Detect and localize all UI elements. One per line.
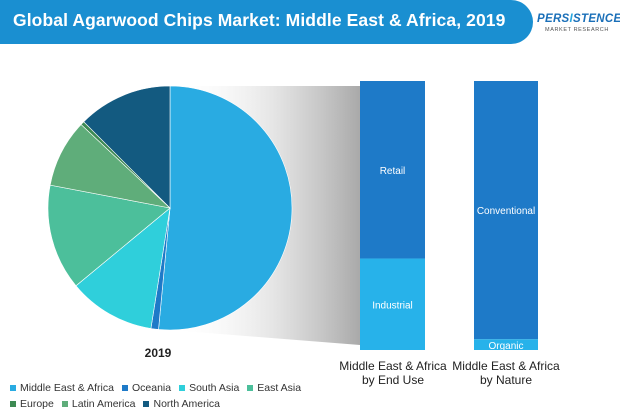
legend-swatch <box>143 401 150 407</box>
legend-item-north-america: North America <box>143 398 220 410</box>
legend-label: Latin America <box>71 398 136 410</box>
bar-label-industrial: Industrial <box>372 300 413 311</box>
chart-title: Global Agarwood Chips Market: Middle Eas… <box>13 10 506 30</box>
legend-swatch <box>179 385 186 391</box>
bar-label-conventional: Conventional <box>477 206 535 217</box>
logo-wordmark-b: I <box>569 13 574 25</box>
legend-label: East Asia <box>257 382 302 394</box>
legend-item-europe: Europe <box>10 398 54 410</box>
logo-wordmark-a: PERS <box>537 13 570 25</box>
pie-xlabel: 2019 <box>145 346 172 360</box>
legend-row-2: Europe Latin America North America <box>10 396 330 412</box>
legend-item-middle-east-and-africa: Middle East & Africa <box>10 382 114 394</box>
persistence-logo: PERSISTENCE MARKET RESEARCH <box>537 13 620 39</box>
legend-item-oceania: Oceania <box>121 382 172 394</box>
legend-item-latin-america: Latin America <box>61 398 136 410</box>
legend-swatch <box>61 401 68 407</box>
legend-label: Oceania <box>131 382 172 394</box>
logo-wordmark: PERSISTENCE <box>537 13 620 25</box>
logo-wordmark-c: STENCE <box>573 13 620 25</box>
chart-legend: Middle East & Africa Oceania South Asia Eas… <box>10 380 330 412</box>
bar-xlabel-2-line-1: Middle East & Africa <box>452 359 560 373</box>
pie-slice-middle-east-and-africa <box>158 85 293 331</box>
bar-label-retail: Retail <box>380 166 406 177</box>
legend-swatch <box>10 385 16 391</box>
bar-segment-organic <box>474 339 538 350</box>
bar-xlabel-1-line-1: Middle East & Africa <box>339 359 447 373</box>
legend-label: Europe <box>20 398 54 410</box>
bar-segment-conventional <box>474 81 538 340</box>
logo-subtitle: MARKET RESEARCH <box>545 27 609 33</box>
pie-slice-south-asia <box>75 207 171 329</box>
legend-label: Middle East & Africa <box>20 382 114 394</box>
header-banner: Global Agarwood Chips Market: Middle Eas… <box>0 0 533 44</box>
legend-label: North America <box>153 398 221 410</box>
pie-slice-east-asia <box>47 184 171 287</box>
legend-item-east-asia: East Asia <box>247 382 301 394</box>
bar-label-organic: Organic <box>488 341 523 352</box>
pie-slice-north-america <box>83 85 171 209</box>
legend-swatch <box>247 385 254 391</box>
legend-item-south-asia: South Asia <box>179 382 239 394</box>
pie-chart <box>47 85 293 331</box>
legend-swatch <box>10 401 16 407</box>
legend-label: South Asia <box>189 382 240 394</box>
legend-swatch <box>121 385 128 391</box>
legend-row-1: Middle East & Africa Oceania South Asia Eas… <box>10 380 330 396</box>
bar-xlabel-1-line-2: by End Use <box>362 373 424 387</box>
bar-segment-industrial <box>360 258 425 350</box>
bar-segment-retail <box>360 81 425 259</box>
bar-xlabel-2-line-2: by Nature <box>480 373 532 387</box>
